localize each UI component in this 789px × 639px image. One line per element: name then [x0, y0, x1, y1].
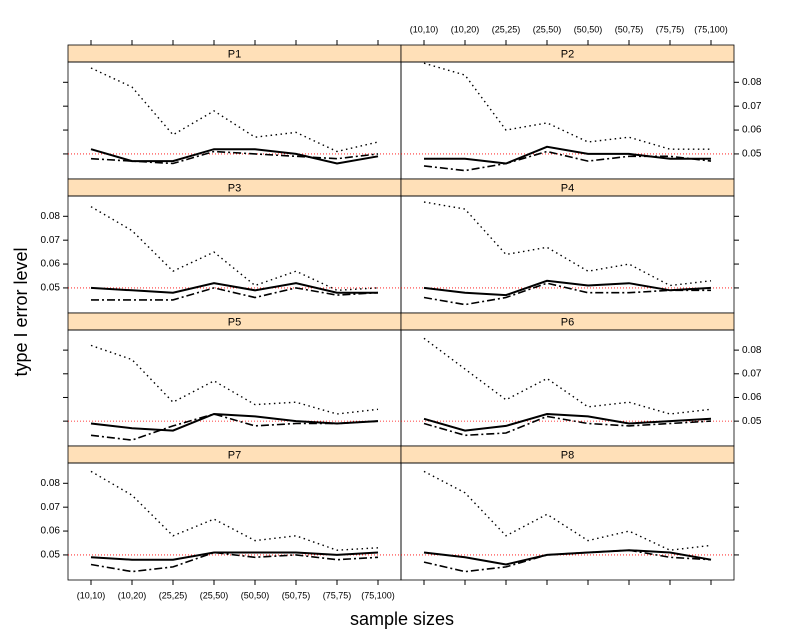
x-tick-label: (75,100) — [361, 590, 395, 600]
panel-frame — [400, 462, 735, 581]
series-line — [423, 415, 712, 437]
y-axis-label: type I error level — [11, 247, 31, 376]
series-line — [90, 551, 379, 573]
x-tick-label: (10,10) — [410, 24, 439, 34]
series-line — [423, 150, 712, 172]
series-line — [90, 148, 379, 165]
y-tick-label: 0.07 — [41, 235, 61, 246]
y-tick-label: 0.07 — [742, 101, 762, 112]
series-line — [423, 337, 712, 415]
y-tick-label: 0.05 — [742, 149, 762, 160]
panel-frame — [67, 462, 402, 581]
series-line — [423, 279, 712, 297]
y-tick-label: 0.08 — [41, 211, 61, 222]
panel-title: P1 — [228, 48, 241, 60]
y-tick-label: 0.08 — [742, 345, 762, 356]
x-tick-label: (75,75) — [656, 24, 685, 34]
x-tick-label: (50,50) — [241, 590, 270, 600]
panel-frame — [400, 329, 735, 447]
panel-title: P7 — [228, 449, 241, 461]
panel-title: P2 — [561, 48, 574, 60]
x-tick-label: (10,10) — [77, 590, 106, 600]
series-line — [423, 201, 712, 287]
series-line — [423, 549, 712, 573]
y-tick-label: 0.05 — [41, 550, 61, 561]
series-line — [423, 470, 712, 551]
series-line — [424, 145, 711, 165]
panel-title: P3 — [228, 182, 241, 194]
x-tick-label: (25,25) — [159, 590, 188, 600]
y-tick-label: 0.05 — [742, 416, 762, 427]
panel-title: P6 — [561, 316, 574, 328]
series-line — [90, 206, 379, 292]
x-tick-label: (50,50) — [574, 24, 603, 34]
series-line — [423, 282, 711, 306]
x-tick-label: (75,100) — [694, 24, 728, 34]
x-tick-label: (10,20) — [451, 24, 480, 34]
x-tick-label: (10,20) — [118, 590, 147, 600]
series-line — [90, 413, 379, 441]
x-tick-label: (25,50) — [200, 590, 229, 600]
series-line — [90, 344, 379, 415]
y-tick-label: 0.07 — [742, 368, 762, 379]
x-axis-label: sample sizes — [350, 609, 454, 629]
x-tick-label: (75,75) — [323, 590, 352, 600]
series-line — [423, 62, 711, 150]
x-tick-label: (50,75) — [615, 24, 644, 34]
panel-title: P5 — [228, 316, 241, 328]
series-line — [90, 282, 378, 294]
panel-frame — [67, 195, 402, 314]
x-tick-label: (50,75) — [282, 590, 311, 600]
panel-title: P4 — [561, 182, 574, 194]
y-tick-label: 0.08 — [742, 77, 762, 88]
y-tick-label: 0.07 — [41, 502, 61, 513]
panel-frame — [400, 61, 735, 180]
panel-title: P8 — [561, 449, 574, 461]
series-line — [91, 287, 379, 301]
panel-frame — [400, 195, 735, 314]
y-tick-label: 0.05 — [41, 283, 61, 294]
y-tick-label: 0.06 — [742, 392, 762, 403]
series-line — [90, 150, 379, 165]
y-tick-label: 0.06 — [41, 259, 61, 270]
series-line — [423, 412, 712, 432]
y-tick-label: 0.08 — [41, 478, 61, 489]
x-tick-label: (25,25) — [492, 24, 521, 34]
panel-frame — [67, 329, 402, 447]
x-tick-label: (25,50) — [533, 24, 562, 34]
series-line — [90, 412, 379, 432]
series-line — [90, 470, 379, 551]
series-line — [90, 67, 379, 153]
y-tick-label: 0.06 — [742, 125, 762, 136]
series-line — [90, 551, 379, 561]
y-tick-label: 0.06 — [41, 526, 61, 537]
